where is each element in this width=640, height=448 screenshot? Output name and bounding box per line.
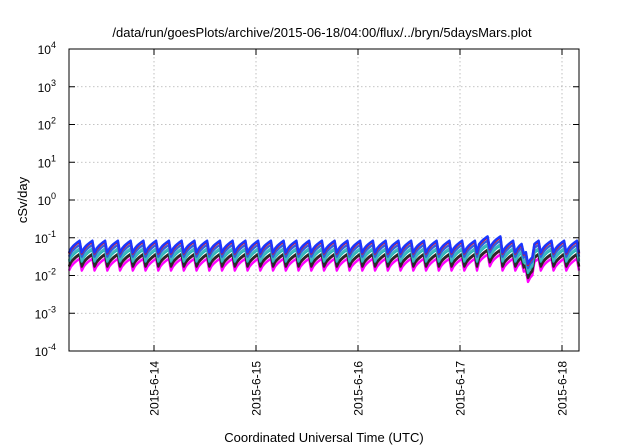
y-axis-label: cSv/day bbox=[15, 176, 30, 223]
y-tick-label: 10-3 bbox=[35, 304, 56, 321]
y-tick-label: 10-4 bbox=[35, 342, 56, 359]
x-axis-label: Coordinated Universal Time (UTC) bbox=[224, 430, 423, 445]
series-line-1 bbox=[67, 253, 581, 284]
x-tick-label: 2015-6-16 bbox=[352, 361, 366, 416]
series-line-6 bbox=[67, 239, 581, 270]
x-tick-label: 2015-6-15 bbox=[250, 361, 264, 416]
grid bbox=[69, 49, 579, 351]
y-tick-label: 10-1 bbox=[35, 229, 56, 246]
y-tick-label: 104 bbox=[38, 40, 56, 57]
y-tick-label: 103 bbox=[38, 78, 56, 95]
x-tick-label: 2015-6-14 bbox=[148, 361, 162, 416]
y-tick-label: 10-2 bbox=[35, 267, 56, 284]
y-tick-label: 101 bbox=[38, 153, 56, 170]
x-tick-labels: 2015-6-14 2015-6-15 2015-6-16 2015-6-17 2015… bbox=[148, 361, 570, 416]
x-tick-label: 2015-6-18 bbox=[556, 361, 570, 416]
y-tick-label: 102 bbox=[38, 116, 56, 133]
x-tick-label: 2015-6-17 bbox=[454, 361, 468, 416]
series-line-8 bbox=[67, 235, 581, 266]
series-line-5 bbox=[67, 243, 581, 273]
y-tick-label: 100 bbox=[38, 191, 56, 208]
chart-title: /data/run/goesPlots/archive/2015-06-18/0… bbox=[112, 25, 532, 40]
y-tick-labels: 10-4 10-3 10-2 10-1 100 101 102 103 104 bbox=[35, 40, 56, 359]
series-line-3 bbox=[67, 248, 581, 279]
tick-marks bbox=[69, 48, 579, 352]
series-group bbox=[67, 235, 581, 284]
